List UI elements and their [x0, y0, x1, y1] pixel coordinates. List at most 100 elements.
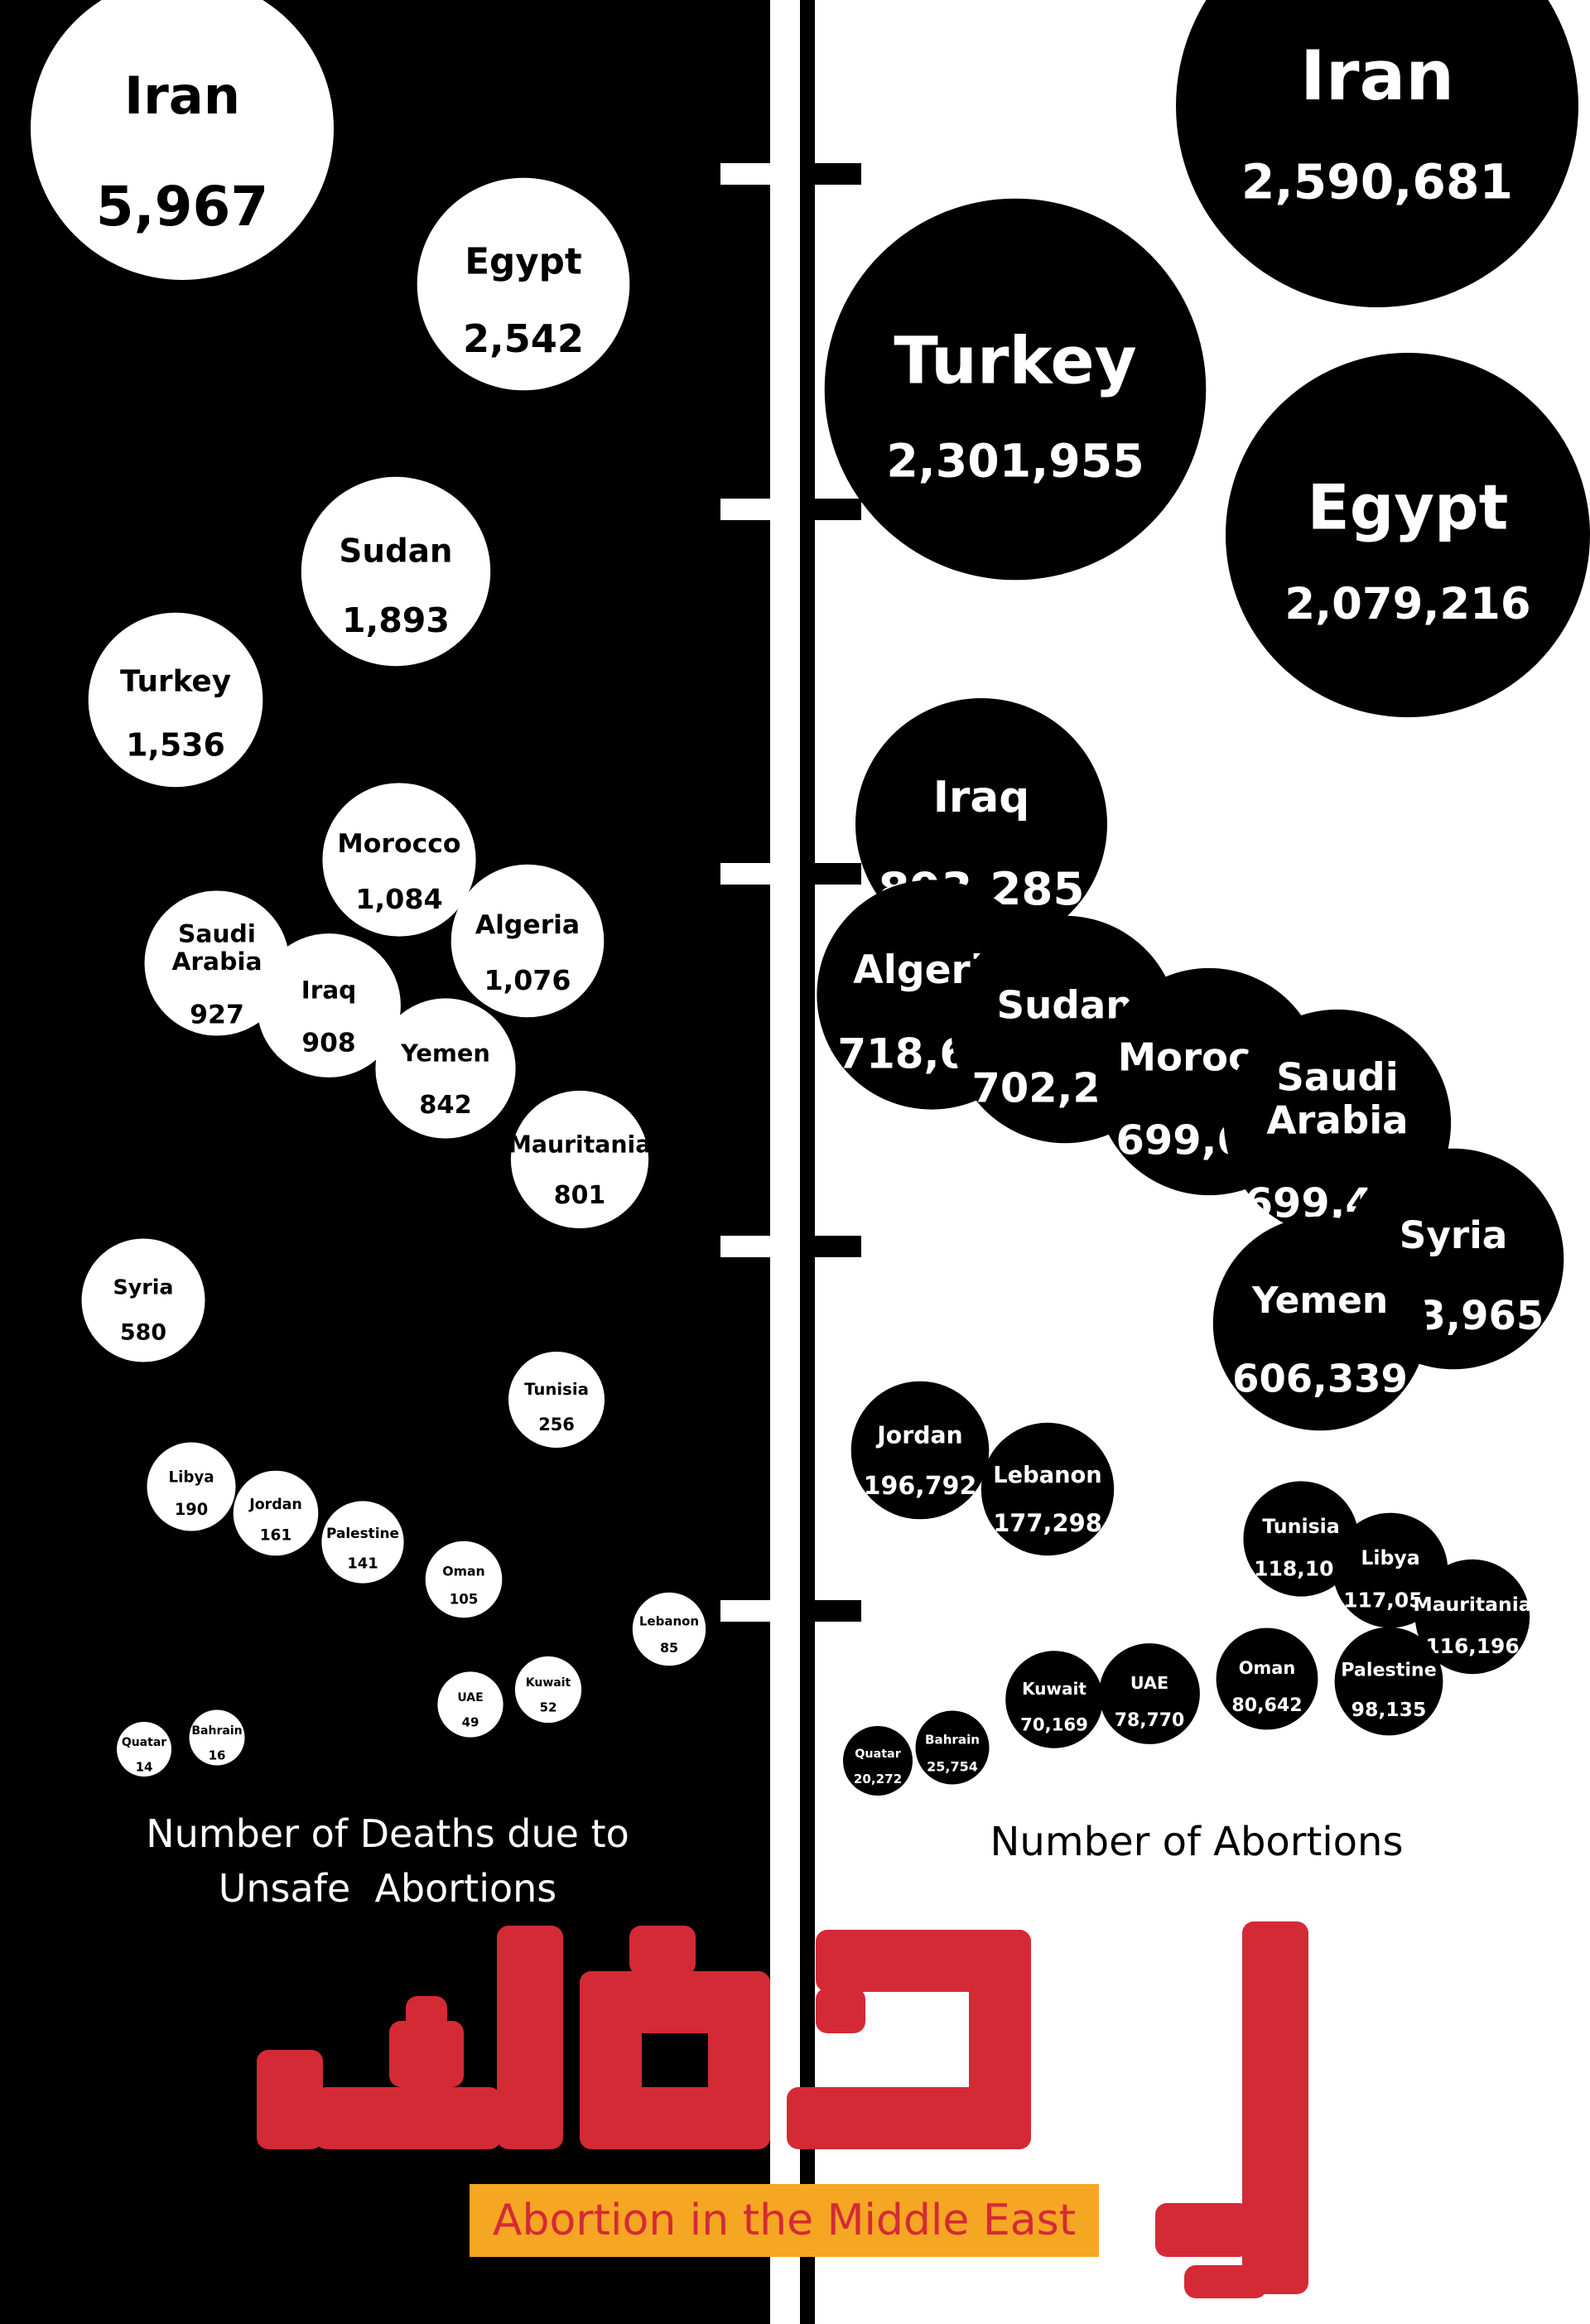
deaths-bubble-lebanon-value: 85: [660, 1640, 678, 1656]
deaths-bubble-quatar-name: Quatar: [122, 1736, 166, 1749]
abortions-bubble-lebanon-value: 177,298: [993, 1509, 1102, 1537]
axis-tick-left-1: [720, 163, 788, 185]
abortions-bubble-iran: [1176, 0, 1578, 307]
deaths-bubble-algeria: [450, 864, 605, 1018]
abortions-bubble-palestine-value: 98,135: [1352, 1698, 1427, 1721]
deaths-bubble-saudi-arabia: [144, 890, 290, 1036]
abortions-bubble-palestine-name: Palestine: [1341, 1660, 1437, 1681]
deaths-bubble-saudi-arabia-name: Saudi: [178, 920, 256, 949]
deaths-bubble-uae: [437, 1671, 504, 1738]
deaths-bubble-morocco-name: Morocco: [337, 829, 460, 859]
center-axis: [720, 0, 861, 2324]
deaths-bubble-lebanon: [632, 1592, 706, 1666]
subtitle-text: Abortion in the Middle East: [492, 2196, 1077, 2245]
deaths-bubble-tunisia-value: 256: [538, 1415, 575, 1434]
deaths-bubble-yemen: [375, 998, 516, 1139]
deaths-bubbles: Iran 5,967 Egypt 2,542 Sudan 1,893 Turkey 1,536…: [31, 0, 706, 1777]
deaths-bubble-iraq-name: Iraq: [301, 976, 357, 1004]
deaths-bubble-bahrain: [189, 1709, 245, 1766]
abortions-bubble-palestine: [1334, 1627, 1443, 1736]
deaths-bubble-syria-name: Syria: [113, 1275, 174, 1299]
deaths-bubble-bahrain-value: 16: [209, 1748, 226, 1763]
abortions-bubble-kuwait: [1005, 1651, 1103, 1748]
abortions-bubble-yemen: [1212, 1216, 1428, 1431]
logo-ha: [580, 1926, 770, 2149]
deaths-bubble-syria: [81, 1238, 205, 1362]
axis-rail-white: [788, 0, 800, 2324]
axis-tick-right-1: [815, 163, 861, 185]
abortions-bubble-yemen-value: 606,339: [1232, 1357, 1408, 1401]
abortions-bubble-libya-name: Libya: [1361, 1546, 1419, 1569]
deaths-bubble-sudan-name: Sudan: [339, 533, 452, 571]
abortions-bubble-lebanon-name: Lebanon: [993, 1463, 1102, 1488]
abortions-bubble-jordan: [850, 1381, 990, 1520]
deaths-bubble-saudi-arabia-name: Arabia: [171, 947, 262, 976]
deaths-bubble-egypt-name: Egypt: [465, 241, 581, 282]
abortions-bubble-uae-value: 78,770: [1115, 1710, 1184, 1731]
abortions-bubble-uae: [1099, 1643, 1200, 1744]
deaths-bubble-libya-name: Libya: [169, 1469, 214, 1487]
deaths-bubble-oman: [425, 1540, 503, 1618]
deaths-bubble-egypt-value: 2,542: [463, 316, 584, 361]
axis-rail-black: [800, 0, 815, 2324]
abortions-bubble-egypt-name: Egypt: [1308, 472, 1509, 544]
deaths-bubble-libya-value: 190: [175, 1500, 208, 1519]
deaths-caption-line-1: Number of Deaths due to: [146, 1811, 629, 1856]
deaths-bubble-turkey-value: 1,536: [126, 726, 225, 763]
abortions-bubble-bahrain-name: Bahrain: [925, 1733, 980, 1748]
abortions-bubble-quatar-name: Quatar: [855, 1748, 901, 1761]
deaths-bubble-morocco-value: 1,084: [355, 883, 442, 915]
axis-tick-left-2: [720, 499, 788, 520]
abortions-bubble-kuwait-value: 70,169: [1020, 1714, 1088, 1735]
abortions-bubble-turkey: [824, 198, 1207, 581]
deaths-bubble-yemen-name: Yemen: [400, 1039, 490, 1068]
abortions-bubble-iran-value: 2,590,681: [1241, 153, 1513, 210]
deaths-bubble-oman-name: Oman: [442, 1563, 484, 1579]
abortions-bubble-turkey-value: 2,301,955: [886, 436, 1144, 489]
logo-dad: [257, 1926, 563, 2149]
abortions-bubble-oman: [1216, 1627, 1318, 1730]
deaths-bubble-tunisia-name: Tunisia: [524, 1380, 589, 1399]
abortions-bubble-egypt: [1226, 353, 1590, 717]
abortions-bubble-jordan-value: 196,792: [864, 1472, 977, 1501]
deaths-bubble-palestine: [321, 1501, 404, 1584]
deaths-bubble-syria-value: 580: [120, 1320, 166, 1346]
abortions-bubble-quatar-value: 20,272: [854, 1772, 902, 1786]
axis-tick-right-5: [815, 1600, 861, 1622]
deaths-bubble-kuwait: [514, 1656, 582, 1724]
deaths-bubble-jordan-name: Jordan: [248, 1497, 302, 1513]
axis-tick-left-5: [720, 1600, 788, 1622]
deaths-bubble-iraq-value: 908: [301, 1029, 355, 1058]
deaths-bubble-turkey: [88, 612, 263, 788]
abortions-bubble-egypt-value: 2,079,216: [1284, 579, 1530, 629]
deaths-bubble-tunisia: [508, 1352, 605, 1448]
abortions-bubble-turkey-name: Turkey: [894, 323, 1136, 398]
deaths-bubble-iran-value: 5,967: [96, 175, 268, 239]
axis-tick-left-3: [720, 863, 788, 885]
abortions-bubble-quatar: [843, 1726, 913, 1796]
deaths-bubble-bahrain-name: Bahrain: [191, 1724, 242, 1738]
abortions-bubble-iraq-name: Iraq: [933, 773, 1030, 822]
deaths-bubble-palestine-value: 141: [347, 1555, 378, 1573]
abortions-bubble-oman-name: Oman: [1239, 1658, 1296, 1678]
subtitle-banner: Abortion in the Middle East: [470, 2184, 1099, 2257]
abortions-bubble-syria-name: Syria: [1400, 1213, 1508, 1257]
axis-tick-right-2: [815, 499, 861, 520]
deaths-bubble-oman-value: 105: [450, 1591, 479, 1608]
deaths-bubble-sudan: [301, 476, 491, 667]
axis-tick-right-3: [815, 863, 861, 885]
abortions-bubble-oman-value: 80,642: [1231, 1695, 1302, 1716]
abortions-bubble-saudi-arabia-name: Saudi: [1276, 1054, 1399, 1099]
deaths-bubble-algeria-value: 1,076: [484, 964, 571, 996]
abortions-bubble-bahrain: [915, 1710, 990, 1785]
deaths-bubble-quatar-value: 14: [136, 1760, 153, 1775]
abortions-bubble-iran-name: Iran: [1300, 36, 1454, 116]
abortions-bubble-tunisia-value: 118,102: [1254, 1556, 1348, 1580]
deaths-bubble-kuwait-value: 52: [540, 1700, 557, 1715]
axis-tick-right-4: [815, 1236, 861, 1257]
abortions-bubble-sudan-name: Sudan: [996, 983, 1133, 1028]
abortions-bubble-mauritania-name: Mauritania: [1413, 1593, 1531, 1616]
abortions-bubble-tunisia: [1243, 1481, 1359, 1597]
deaths-bubble-egypt: [417, 177, 630, 391]
